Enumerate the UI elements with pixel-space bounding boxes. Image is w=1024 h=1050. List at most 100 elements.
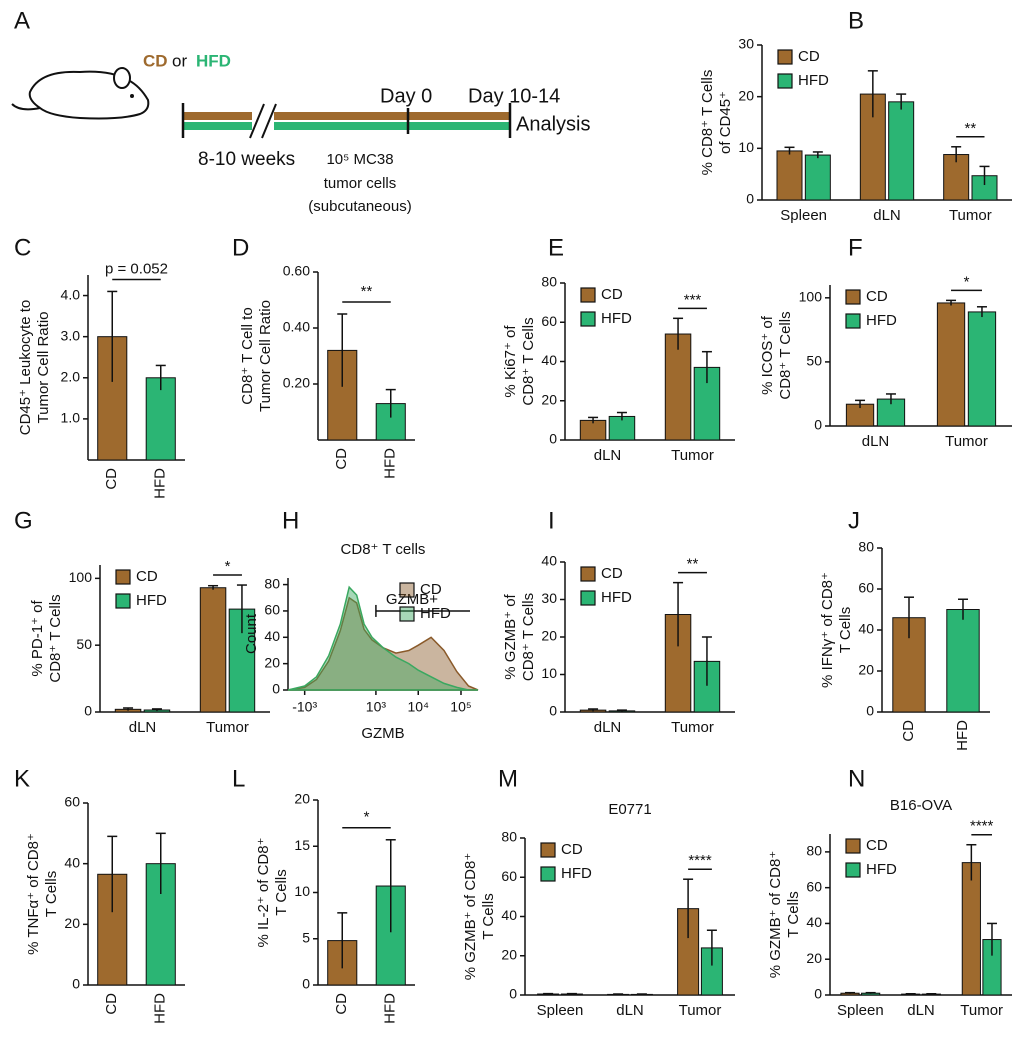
significance-label: p = 0.052 [105,260,168,277]
break-mark [249,103,265,139]
y-tick-label: 40 [64,854,80,870]
weeks-label: 8-10 weeks [198,149,295,170]
legend-swatch [580,590,596,606]
panel-letter: N [848,765,865,792]
x-tick-label: 10⁴ [407,699,429,715]
y-axis-label: of CD45⁺ [717,91,734,154]
bar [888,101,915,201]
x-tick-label: Tumor [671,719,714,736]
y-tick-label: 0 [509,986,517,1002]
y-tick-label: 0.60 [283,263,310,279]
y-tick-label: 60 [541,313,557,329]
histogram-area [287,585,478,691]
panel-letter: K [14,765,30,792]
legend-label: HFD [561,865,592,882]
x-tick-label: CD [103,468,120,490]
x-tick-label: Spleen [780,207,827,224]
legend-label: CD [420,581,442,598]
legend-label: CD [601,565,623,582]
y-tick-label: 20 [541,391,557,407]
legend-swatch [580,566,596,582]
significance-label: ** [964,120,976,137]
panel-letter: G [14,507,33,534]
x-tick-label: CD [900,720,917,742]
schematic: A CD or HFD Day 0 Day 10-14 Analysis 8-1… [11,7,590,215]
significance-label: **** [970,818,994,835]
panel-letter: H [282,507,299,534]
legend-label: HFD [798,72,829,89]
day0-label: Day 0 [380,85,432,107]
y-tick-label: 0 [72,976,80,992]
analysis-label: Analysis [516,113,590,135]
legend-label: CD [866,288,888,305]
legend-label: HFD [866,861,897,878]
significance-label: * [225,558,231,575]
day-end-label: Day 10-14 [468,85,560,107]
gate-label: GZMB+ [386,591,438,608]
x-tick-label: dLN [862,433,890,450]
y-tick-label: 10 [541,665,557,681]
break-gap [252,104,274,136]
cells-label: 10⁵ MC38 [326,151,393,168]
x-tick-label: Tumor [671,447,714,464]
y-tick-label: 2.0 [61,368,81,384]
y-axis-label: CD8⁺ T Cells [777,311,794,399]
chart-title: E0771 [608,801,651,818]
chart-title: CD8⁺ T cells [341,541,426,558]
panel-letter: B [848,7,864,34]
legend-swatch [399,582,415,598]
hfd-bar [183,122,510,130]
bar [967,311,997,427]
y-axis-label: T Cells [480,893,497,939]
y-tick-label: 10 [294,883,310,899]
x-tick-label: Spleen [837,1002,884,1019]
y-tick-label: 1.0 [61,410,81,426]
panel-letter: L [232,765,245,792]
panel-letter: A [14,7,30,34]
y-tick-label: 100 [69,569,93,585]
y-tick-label: 10 [738,139,754,155]
y-tick-label: 5 [302,929,310,945]
y-tick-label: 40 [501,907,517,923]
y-tick-label: 80 [264,575,280,591]
y-tick-label: 20 [294,791,310,807]
x-tick-label: dLN [616,1002,644,1019]
y-tick-label: 0 [814,417,822,433]
x-tick-label: dLN [129,719,157,736]
y-tick-label: 0 [272,681,280,697]
panel-letter: F [848,234,863,261]
x-tick-label: CD [103,993,120,1015]
y-tick-label: 60 [858,580,874,596]
x-tick-label: HFD [954,720,971,751]
x-tick-label: -10³ [292,699,317,715]
y-axis-label: CD8⁺ T Cell to [239,307,256,404]
y-axis-label: % ICOS⁺ of [759,315,776,395]
legend-label: HFD [601,589,632,606]
y-axis-label: Tumor Cell Ratio [257,300,274,412]
cells-label: tumor cells [324,175,397,192]
legend-label: CD [601,286,623,303]
y-tick-label: 80 [501,829,517,845]
y-tick-label: 40 [541,352,557,368]
y-tick-label: 0.40 [283,319,310,335]
cells-label: (subcutaneous) [308,198,411,215]
y-tick-label: 0 [549,703,557,719]
y-tick-label: 0 [302,976,310,992]
or-text: or [172,51,187,70]
x-tick-label: CD [333,993,350,1015]
y-tick-label: 0 [549,431,557,447]
bar [946,609,980,713]
significance-label: ** [361,283,373,300]
y-tick-label: 60 [806,878,822,894]
y-tick-label: 80 [806,843,822,859]
mouse-ear [113,67,131,89]
x-tick-label: HFD [152,468,169,499]
bar [664,333,692,441]
y-tick-label: 80 [858,539,874,555]
y-tick-label: 20 [738,87,754,103]
panel-letter: D [232,234,249,261]
legend-label: HFD [866,312,897,329]
bar [961,862,981,996]
y-tick-label: 30 [738,36,754,52]
